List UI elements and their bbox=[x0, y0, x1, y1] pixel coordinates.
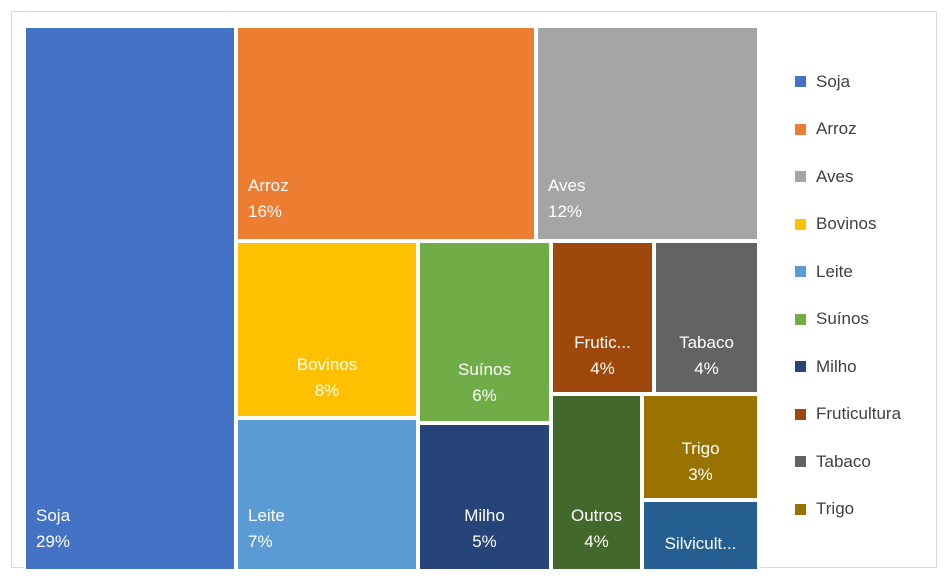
tile-label-milho: Milho 5% bbox=[420, 503, 549, 555]
tile-category-label: Frutic... bbox=[574, 333, 631, 352]
legend-label: Trigo bbox=[816, 499, 855, 519]
tile-label-arroz: Arroz 16% bbox=[248, 173, 289, 225]
tile-label-aves: Aves 12% bbox=[548, 173, 586, 225]
tile-value-label: 12% bbox=[548, 202, 583, 221]
legend-item: Fruticultura bbox=[795, 391, 945, 439]
legend-label: Leite bbox=[816, 261, 853, 281]
legend-swatch bbox=[795, 503, 806, 515]
legend-item: Tabaco bbox=[795, 438, 945, 486]
treemap-tile-tabaco: Tabaco 4% bbox=[654, 241, 759, 394]
tile-label-soja: Soja 29% bbox=[36, 503, 70, 555]
legend-swatch bbox=[795, 171, 806, 183]
legend-item: Trigo bbox=[795, 486, 945, 534]
treemap-tile-aves: Aves 12% bbox=[536, 26, 759, 241]
legend-label: Aves bbox=[816, 166, 854, 186]
tile-label-fruticultura: Frutic... 4% bbox=[553, 330, 652, 382]
treemap-tile-outros: Outros 4% bbox=[551, 394, 642, 571]
legend-label: Bovinos bbox=[816, 214, 877, 234]
tile-label-tabaco: Tabaco 4% bbox=[656, 330, 757, 382]
tile-category-label: Silvicult... bbox=[664, 534, 737, 553]
legend-item: Leite bbox=[795, 248, 945, 296]
tile-label-silvicultura: Silvicult... bbox=[644, 531, 757, 557]
treemap-tile-fruticultura: Frutic... 4% bbox=[551, 241, 654, 394]
tile-label-leite: Leite 7% bbox=[248, 503, 285, 555]
tile-category-label: Trigo bbox=[681, 439, 720, 458]
legend-label: Suínos bbox=[816, 309, 869, 329]
tile-label-suinos: Suínos 6% bbox=[420, 357, 549, 409]
legend-label: Soja bbox=[816, 71, 851, 91]
legend-swatch bbox=[795, 456, 806, 468]
tile-value-label: 8% bbox=[314, 381, 340, 400]
tile-value-label: 4% bbox=[584, 532, 609, 551]
legend-item: Suínos bbox=[795, 296, 945, 344]
treemap-tile-suinos: Suínos 6% bbox=[418, 241, 551, 423]
tile-category-label: Bovinos bbox=[296, 355, 358, 374]
tile-label-trigo: Trigo 3% bbox=[644, 436, 757, 488]
tile-value-label: 5% bbox=[472, 532, 497, 551]
tile-value-label: 4% bbox=[590, 359, 615, 378]
legend: Soja Arroz Aves Bovinos Leite Suínos Milho Frut… bbox=[795, 58, 945, 533]
tile-label-bovinos: Bovinos 8% bbox=[238, 352, 416, 404]
legend-item: Aves bbox=[795, 153, 945, 201]
treemap-plot-area: Soja 29% Arroz 16% Aves 12% Bovinos 8% Leite 7% Su… bbox=[24, 26, 759, 571]
legend-swatch bbox=[795, 361, 806, 373]
tile-value-label: 7% bbox=[248, 532, 273, 551]
legend-item: Milho bbox=[795, 343, 945, 391]
treemap-tile-trigo: Trigo 3% bbox=[642, 394, 759, 500]
legend-label: Tabaco bbox=[816, 451, 871, 471]
legend-swatch bbox=[795, 266, 806, 278]
tile-category-label: Soja bbox=[36, 506, 71, 525]
legend-item: Soja bbox=[795, 58, 945, 106]
treemap-tile-bovinos: Bovinos 8% bbox=[236, 241, 418, 418]
tile-value-label: 3% bbox=[688, 465, 713, 484]
treemap-tile-leite: Leite 7% bbox=[236, 418, 418, 571]
legend-swatch bbox=[795, 76, 806, 88]
legend-label: Milho bbox=[816, 356, 857, 376]
tile-category-label: Tabaco bbox=[679, 333, 734, 352]
treemap-tile-arroz: Arroz 16% bbox=[236, 26, 536, 241]
treemap-tile-soja: Soja 29% bbox=[24, 26, 236, 571]
legend-swatch bbox=[795, 313, 806, 325]
treemap-tile-silvicultura: Silvicult... bbox=[642, 500, 759, 571]
tile-label-outros: Outros 4% bbox=[553, 503, 640, 555]
tile-category-label: Outros bbox=[570, 506, 623, 525]
tile-category-label: Arroz bbox=[248, 176, 289, 195]
tile-category-label: Milho bbox=[464, 506, 505, 525]
legend-label: Fruticultura bbox=[816, 404, 902, 424]
legend-item: Bovinos bbox=[795, 201, 945, 249]
tile-category-label: Suínos bbox=[458, 360, 511, 379]
tile-value-label: 16% bbox=[248, 202, 283, 221]
tile-value-label: 4% bbox=[694, 359, 719, 378]
tile-category-label: Aves bbox=[548, 176, 586, 195]
legend-item: Arroz bbox=[795, 106, 945, 154]
legend-swatch bbox=[795, 123, 806, 135]
tile-value-label: 29% bbox=[36, 532, 71, 551]
legend-swatch bbox=[795, 218, 806, 230]
legend-label: Arroz bbox=[816, 119, 857, 139]
legend-swatch bbox=[795, 408, 806, 420]
tile-category-label: Leite bbox=[248, 506, 285, 525]
treemap-tile-milho: Milho 5% bbox=[418, 423, 551, 571]
tile-value-label: 6% bbox=[472, 386, 497, 405]
